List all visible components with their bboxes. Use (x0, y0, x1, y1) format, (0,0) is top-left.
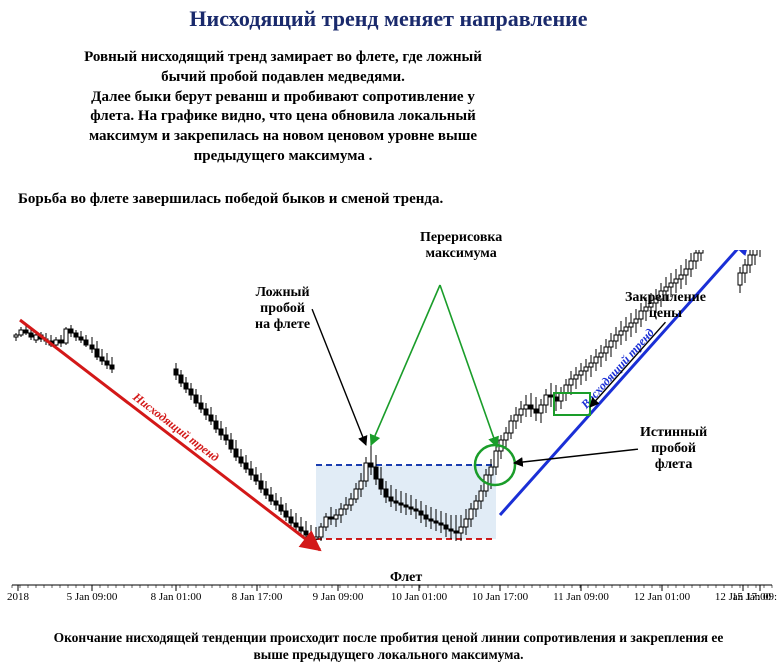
annotation-redraw-max: Перерисовкамаксимума (420, 230, 502, 262)
description-paragraph-2: Борьба во флете завершилась победой быко… (18, 190, 548, 210)
xaxis-tick-label: 10 Jan 17:00 (472, 591, 528, 603)
footer-caption: Окончание нисходящей тенденции происходи… (0, 630, 777, 664)
annotation-flat-label: Флет (390, 570, 422, 586)
xaxis-tick-label: 5 Jan 09:00 (67, 591, 118, 603)
xaxis-tick-label: 2018 (7, 591, 29, 603)
xaxis-tick-label: 11 Jan 09:00 (553, 591, 609, 603)
svg-text:Нисходящий тренд: Нисходящий тренд (130, 389, 222, 464)
candlestick-chart: Нисходящий трендВосходящий тренд Перерис… (0, 250, 777, 620)
xaxis-tick-label: 10 Jan 01:00 (391, 591, 447, 603)
annotation-price-fix: Закреплениецены (625, 290, 706, 322)
xaxis-tick-label: 15 Jan 09:00 (732, 591, 777, 603)
description-paragraph: Ровный нисходящий тренд замирает во флет… (18, 48, 548, 167)
xaxis-tick-label: 9 Jan 09:00 (313, 591, 364, 603)
xaxis-tick-label: 12 Jan 01:00 (634, 591, 690, 603)
chart-title: Нисходящий тренд меняет направление (0, 6, 777, 32)
annotation-false-breakout: Ложныйпробойна флете (255, 285, 310, 333)
xaxis-tick-label: 8 Jan 17:00 (232, 591, 283, 603)
xaxis-tick-label: 8 Jan 01:00 (151, 591, 202, 603)
annotation-true-breakout: Истинныйпробойфлета (640, 425, 707, 473)
